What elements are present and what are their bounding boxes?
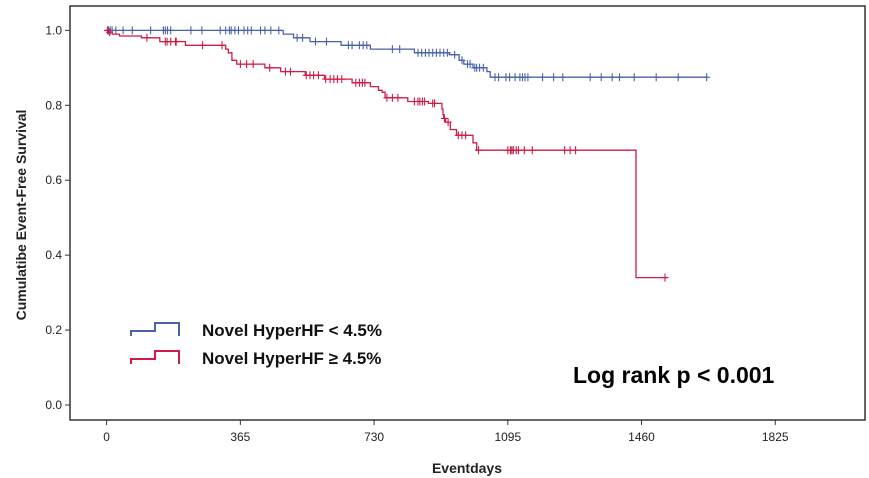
y-tick-label: 0.2 — [45, 323, 62, 337]
x-tick-label: 730 — [364, 430, 384, 444]
series-0-censor-mark — [396, 45, 404, 54]
series-1-censor-mark — [572, 146, 580, 155]
series-0-censor-mark — [267, 26, 275, 35]
series-1-censor-mark — [287, 67, 294, 76]
y-tick-label: 0.8 — [45, 98, 62, 112]
series-0-censor-mark — [198, 26, 206, 35]
x-tick-label: 365 — [230, 430, 250, 444]
y-axis-ticks: 0.0 0.2 0.4 0.6 0.8 1.0 — [45, 23, 70, 412]
series-0-censor-mark — [586, 73, 594, 82]
series-1-censor-mark — [143, 33, 151, 42]
series-0-censor-mark — [167, 26, 175, 35]
series-0-censor-mark — [275, 26, 283, 35]
x-tick-label: 1460 — [628, 430, 655, 444]
y-tick-label: 0.4 — [45, 248, 62, 262]
series-1 — [104, 26, 669, 282]
series-0-censor-mark — [323, 37, 330, 46]
series-0-censor-mark — [630, 73, 638, 82]
y-axis-title: Cumulatibe Event-Free Survival — [13, 110, 29, 321]
series-0-censor-mark — [299, 33, 307, 42]
series-1-censor-mark — [514, 146, 522, 155]
series-1-censor-mark — [249, 60, 257, 69]
series-0-censor-mark — [559, 73, 567, 82]
series-1-censor-mark — [440, 114, 448, 123]
series-1-censor-mark — [394, 93, 402, 102]
series-1-censor-mark — [106, 28, 114, 37]
legend-label-high: Novel HyperHF ≥ 4.5% — [202, 349, 381, 368]
series-1-censor-mark — [462, 131, 470, 140]
series-1-censor-mark — [661, 273, 669, 282]
series-0-censor-mark — [147, 26, 155, 35]
y-tick-label: 1.0 — [45, 23, 62, 37]
series-1-censor-mark — [528, 146, 536, 155]
series-0 — [103, 26, 711, 82]
series-0-censor-mark — [652, 73, 660, 82]
series-0-censor-mark — [119, 26, 127, 35]
series-0-censor-mark — [247, 26, 255, 35]
x-axis-ticks: 0 365 730 1095 1460 1825 — [103, 420, 789, 444]
series-0-censor-mark — [479, 63, 487, 72]
y-tick-label: 0.0 — [45, 398, 62, 412]
series-0-censor-mark — [616, 73, 623, 82]
legend-swatch-low — [130, 322, 180, 336]
series-0-censor-mark — [363, 41, 371, 50]
series-0-censor-mark — [597, 73, 605, 82]
series-1-censor-mark — [314, 71, 322, 80]
series-0-censor-mark — [495, 73, 503, 82]
series-1-censor-mark — [444, 118, 452, 127]
series-0-censor-mark — [674, 73, 682, 82]
legend-swatch-high — [130, 350, 180, 364]
series-1-censor-mark — [338, 75, 346, 84]
series-1-censor-mark — [266, 63, 274, 72]
series-1-censor-mark — [361, 78, 369, 87]
legend: Novel HyperHF < 4.5% Novel HyperHF ≥ 4.5… — [130, 321, 382, 368]
series-0-censor-mark — [608, 73, 616, 82]
series-0-censor-mark — [458, 56, 466, 65]
series-0-censor-mark — [128, 26, 136, 35]
series-0-censor-mark — [348, 41, 356, 50]
series-0-censor-mark — [539, 73, 547, 82]
x-tick-label: 1825 — [762, 430, 789, 444]
series-1-censor-mark — [218, 41, 226, 50]
legend-label-low: Novel HyperHF < 4.5% — [202, 321, 382, 340]
series-1-censor-mark — [199, 41, 207, 50]
y-tick-label: 0.6 — [45, 173, 62, 187]
x-axis-title: Eventdays — [432, 460, 502, 476]
series-1-censor-mark — [431, 99, 438, 108]
log-rank-annotation: Log rank p < 0.001 — [573, 362, 775, 388]
series-0-censor-mark — [524, 73, 532, 82]
series-1-censor-mark — [520, 146, 528, 155]
series-0-censor-mark — [312, 37, 319, 46]
x-tick-label: 0 — [103, 430, 110, 444]
plot-frame — [69, 5, 866, 421]
survival-curves — [103, 26, 711, 282]
series-0-censor-mark — [261, 26, 269, 35]
series-1-censor-mark — [475, 146, 482, 155]
series-1-censor-mark — [243, 60, 251, 69]
series-1-censor-mark — [236, 60, 244, 69]
series-0-censor-mark — [388, 45, 396, 54]
series-1-censor-mark — [172, 37, 180, 46]
series-0-censor-mark — [443, 48, 451, 57]
x-tick-label: 1095 — [494, 430, 521, 444]
series-0-censor-mark — [466, 60, 474, 69]
series-1-censor-mark — [421, 97, 429, 106]
series-0-censor-mark — [112, 26, 120, 35]
series-0-censor-mark — [550, 73, 558, 82]
series-0-censor-mark — [703, 73, 711, 82]
series-0-censor-mark — [187, 26, 195, 35]
series-0-censor-mark — [451, 50, 459, 59]
